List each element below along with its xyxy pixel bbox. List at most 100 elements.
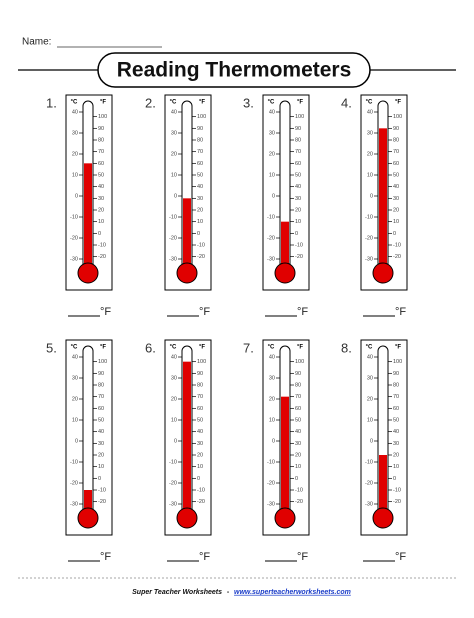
item-number: 7. bbox=[243, 340, 254, 355]
bulb bbox=[274, 507, 296, 529]
celsius-tick-label: 30 bbox=[367, 375, 373, 381]
fahrenheit-tick-label: 70 bbox=[98, 149, 104, 155]
fahrenheit-tick-label: 90 bbox=[393, 126, 399, 132]
celsius-tick-label: 10 bbox=[72, 172, 78, 178]
celsius-tick-label: 20 bbox=[72, 151, 78, 157]
celsius-tick-label: 0 bbox=[272, 438, 275, 444]
fahrenheit-tick-label: -20 bbox=[197, 499, 205, 505]
fahrenheit-tick-label: 60 bbox=[295, 406, 301, 412]
celsius-tick-label: 30 bbox=[171, 375, 177, 381]
fahrenheit-tick-label: 50 bbox=[197, 417, 203, 423]
celsius-tick-label: -10 bbox=[70, 459, 78, 465]
celsius-tick-label: 10 bbox=[269, 417, 275, 423]
fahrenheit-tick-label: 60 bbox=[197, 161, 203, 167]
fahrenheit-tick-label: 100 bbox=[295, 114, 304, 120]
item-number: 1. bbox=[46, 95, 57, 110]
fahrenheit-tick-label: 100 bbox=[197, 359, 206, 365]
bulb bbox=[372, 507, 394, 529]
celsius-tick-label: 30 bbox=[367, 130, 373, 136]
fahrenheit-tick-label: 50 bbox=[393, 417, 399, 423]
answer-unit: °F bbox=[297, 551, 308, 563]
fahrenheit-tick-label: 70 bbox=[295, 394, 301, 400]
celsius-unit: °C bbox=[170, 345, 177, 351]
fahrenheit-tick-label: 80 bbox=[98, 137, 104, 143]
fahrenheit-tick-label: 10 bbox=[393, 464, 399, 470]
celsius-unit: °C bbox=[268, 345, 275, 351]
fahrenheit-tick-label: 90 bbox=[98, 126, 104, 132]
fahrenheit-unit: °F bbox=[199, 100, 205, 106]
celsius-tick-label: 40 bbox=[269, 354, 275, 360]
bulb bbox=[176, 262, 198, 284]
celsius-tick-label: 10 bbox=[367, 172, 373, 178]
fahrenheit-tick-label: 80 bbox=[295, 137, 301, 143]
fahrenheit-tick-label: 0 bbox=[393, 231, 396, 237]
celsius-tick-label: 20 bbox=[367, 396, 373, 402]
fahrenheit-unit: °F bbox=[297, 100, 303, 106]
fahrenheit-tick-label: 0 bbox=[295, 231, 298, 237]
fahrenheit-tick-label: -10 bbox=[295, 487, 303, 493]
footer-url: www.superteacherworksheets.com bbox=[234, 589, 351, 596]
fahrenheit-tick-label: 90 bbox=[295, 126, 301, 132]
celsius-tick-label: -30 bbox=[169, 501, 177, 507]
fahrenheit-tick-label: -10 bbox=[98, 487, 106, 493]
fahrenheit-tick-label: 10 bbox=[197, 464, 203, 470]
item-number: 4. bbox=[341, 95, 352, 110]
fahrenheit-tick-label: 70 bbox=[197, 149, 203, 155]
celsius-tick-label: 10 bbox=[269, 172, 275, 178]
footer-brand: Super Teacher Worksheets bbox=[132, 589, 222, 596]
fahrenheit-tick-label: 0 bbox=[98, 231, 101, 237]
celsius-tick-label: 0 bbox=[75, 193, 78, 199]
title-pill bbox=[97, 52, 371, 88]
answer-unit: °F bbox=[395, 306, 406, 318]
fahrenheit-tick-label: 40 bbox=[197, 184, 203, 190]
celsius-tick-label: -20 bbox=[70, 235, 78, 241]
celsius-tick-label: -10 bbox=[365, 459, 373, 465]
fahrenheit-tick-label: 70 bbox=[98, 394, 104, 400]
fahrenheit-tick-label: 70 bbox=[197, 394, 203, 400]
bulb bbox=[372, 262, 394, 284]
celsius-tick-label: 30 bbox=[171, 130, 177, 136]
fahrenheit-tick-label: -10 bbox=[393, 487, 401, 493]
fahrenheit-tick-label: 100 bbox=[98, 359, 107, 365]
celsius-tick-label: -20 bbox=[70, 480, 78, 486]
fahrenheit-tick-label: 60 bbox=[295, 161, 301, 167]
fahrenheit-tick-label: 10 bbox=[295, 219, 301, 225]
fahrenheit-tick-label: 70 bbox=[393, 394, 399, 400]
fahrenheit-tick-label: 10 bbox=[98, 464, 104, 470]
fahrenheit-tick-label: 100 bbox=[393, 359, 402, 365]
celsius-tick-label: 0 bbox=[75, 438, 78, 444]
celsius-tick-label: -10 bbox=[169, 459, 177, 465]
celsius-unit: °C bbox=[71, 345, 78, 351]
fahrenheit-tick-label: 30 bbox=[197, 196, 203, 202]
celsius-unit: °C bbox=[366, 345, 373, 351]
celsius-tick-label: 10 bbox=[171, 172, 177, 178]
fahrenheit-tick-label: 20 bbox=[197, 452, 203, 458]
celsius-tick-label: -20 bbox=[365, 235, 373, 241]
celsius-tick-label: 20 bbox=[367, 151, 373, 157]
fahrenheit-tick-label: 50 bbox=[98, 417, 104, 423]
fahrenheit-tick-label: 30 bbox=[197, 441, 203, 447]
item-number: 6. bbox=[145, 340, 156, 355]
fahrenheit-tick-label: 10 bbox=[393, 219, 399, 225]
celsius-tick-label: -10 bbox=[267, 459, 275, 465]
fahrenheit-tick-label: 80 bbox=[393, 382, 399, 388]
celsius-unit: °C bbox=[170, 100, 177, 106]
fahrenheit-tick-label: 0 bbox=[393, 476, 396, 482]
fahrenheit-tick-label: 100 bbox=[98, 114, 107, 120]
celsius-tick-label: -10 bbox=[169, 214, 177, 220]
celsius-tick-label: 10 bbox=[367, 417, 373, 423]
fahrenheit-tick-label: 40 bbox=[295, 429, 301, 435]
celsius-tick-label: 40 bbox=[171, 354, 177, 360]
fahrenheit-tick-label: 50 bbox=[393, 172, 399, 178]
fahrenheit-unit: °F bbox=[199, 345, 205, 351]
fahrenheit-tick-label: 40 bbox=[393, 429, 399, 435]
fahrenheit-tick-label: 90 bbox=[295, 371, 301, 377]
celsius-tick-label: -30 bbox=[70, 501, 78, 507]
bulb bbox=[77, 507, 99, 529]
celsius-tick-label: -30 bbox=[70, 256, 78, 262]
fahrenheit-unit: °F bbox=[297, 345, 303, 351]
fahrenheit-tick-label: 60 bbox=[98, 161, 104, 167]
fahrenheit-tick-label: 0 bbox=[197, 476, 200, 482]
